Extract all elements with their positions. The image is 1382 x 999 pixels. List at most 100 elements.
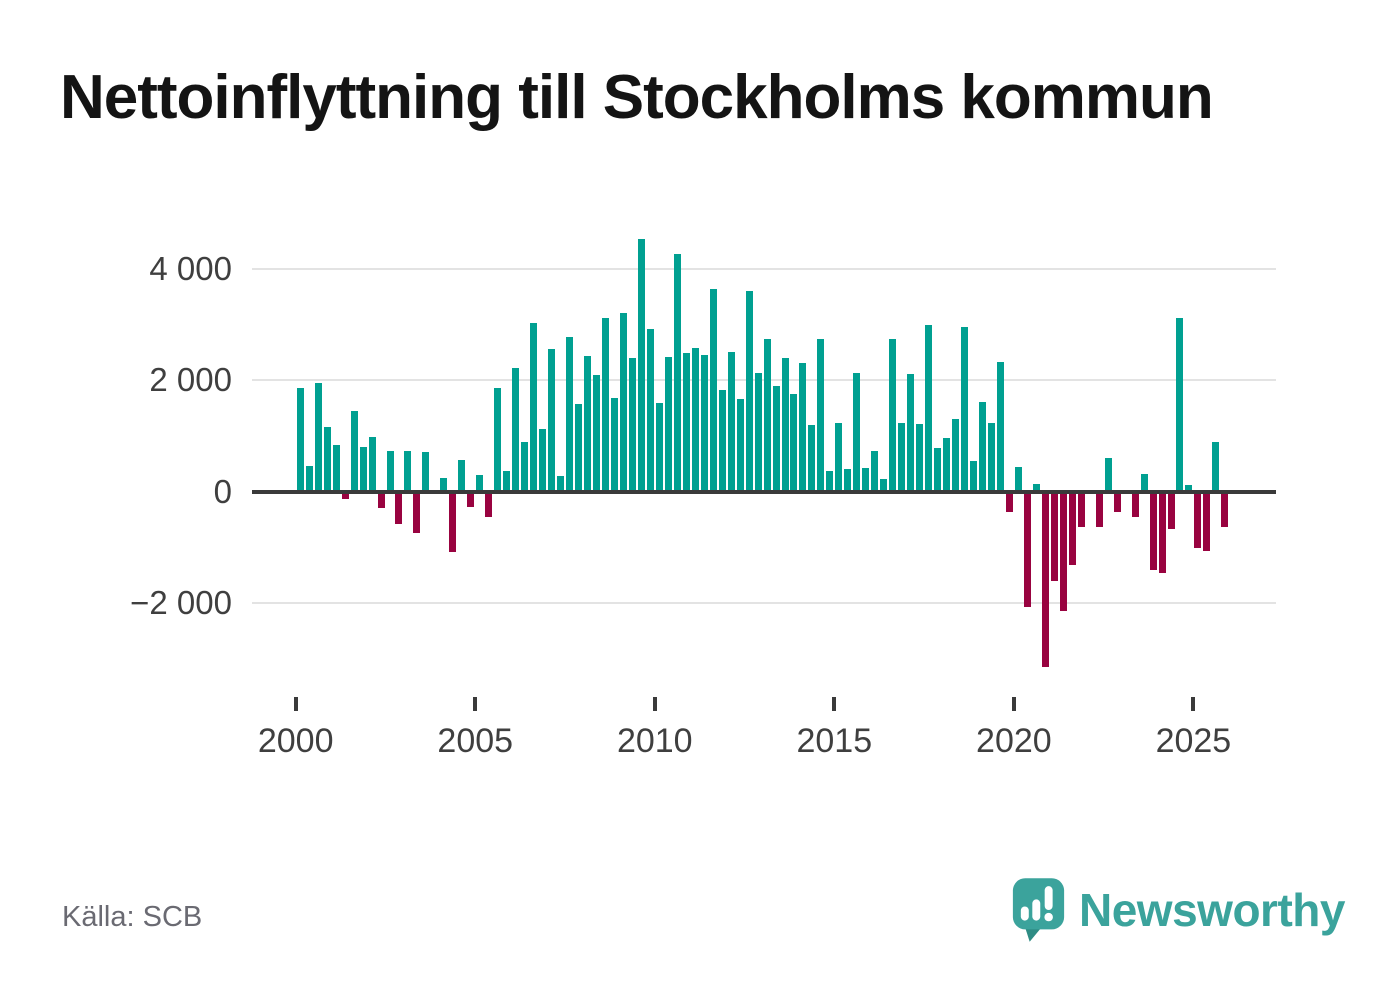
bar-2008-Q2 xyxy=(592,375,600,492)
bar-2001-Q4 xyxy=(359,446,367,492)
bar-2022-Q4 xyxy=(1113,491,1121,513)
bar-2017-Q3 xyxy=(925,324,933,492)
gridline-4000 xyxy=(252,267,1276,270)
bar-2009-Q4 xyxy=(646,329,654,492)
bar-2012-Q3 xyxy=(745,290,753,492)
bar-2013-Q2 xyxy=(772,385,780,492)
bar-2016-Q4 xyxy=(898,422,906,492)
bar-2004-Q2 xyxy=(449,491,457,553)
bar-2006-Q2 xyxy=(521,441,529,492)
bar-2009-Q2 xyxy=(628,358,636,492)
bar-2023-Q2 xyxy=(1131,491,1139,518)
bar-2005-Q2 xyxy=(485,491,493,517)
bar-2004-Q1 xyxy=(440,478,448,492)
bar-2003-Q2 xyxy=(413,491,421,533)
gridline--2000 xyxy=(252,602,1276,604)
bar-2016-Q1 xyxy=(871,451,879,492)
bar-2005-Q4 xyxy=(503,471,511,492)
bar-2000-Q3 xyxy=(314,382,322,492)
bar-2019-Q1 xyxy=(979,401,986,492)
x-tick-2010 xyxy=(652,697,657,711)
bar-2018-Q2 xyxy=(952,419,959,492)
x-tick-label-2020: 2020 xyxy=(976,722,1052,760)
bar-2004-Q4 xyxy=(467,491,475,508)
bar-2015-Q4 xyxy=(862,467,870,492)
bar-2007-Q2 xyxy=(557,475,564,492)
bar-2000-Q4 xyxy=(323,427,331,492)
x-tick-label-2000: 2000 xyxy=(257,722,334,760)
x-tick-label-2025: 2025 xyxy=(1155,722,1232,760)
x-tick-label-2015: 2015 xyxy=(796,722,873,760)
bar-2004-Q3 xyxy=(458,460,466,492)
newsworthy-wordmark: Newsworthy xyxy=(1079,884,1345,936)
bar-2014-Q2 xyxy=(808,424,816,492)
bar-2020-Q4 xyxy=(1041,491,1049,668)
bar-2021-Q4 xyxy=(1077,491,1085,527)
bar-2021-Q3 xyxy=(1068,491,1076,566)
bar-2013-Q3 xyxy=(781,358,789,492)
bar-2025-Q4 xyxy=(1221,491,1229,528)
bar-2002-Q3 xyxy=(386,451,394,492)
bar-2016-Q3 xyxy=(889,338,897,492)
y-tick-label--2000: −2 000 xyxy=(130,584,232,621)
bar-2025-Q1 xyxy=(1194,491,1202,549)
bar-2007-Q4 xyxy=(575,404,582,492)
bar-2002-Q2 xyxy=(377,491,385,508)
bar-2023-Q4 xyxy=(1149,491,1157,570)
bar-2012-Q1 xyxy=(727,352,735,492)
bar-2015-Q3 xyxy=(853,373,861,492)
bar-2025-Q3 xyxy=(1212,441,1220,492)
bar-2022-Q3 xyxy=(1104,458,1112,492)
zero-axis-line xyxy=(252,489,1276,494)
bar-2017-Q2 xyxy=(916,424,924,492)
bar-2022-Q2 xyxy=(1095,491,1103,527)
bar-2009-Q3 xyxy=(637,239,645,492)
bar-2024-Q4 xyxy=(1185,484,1193,492)
bar-2017-Q1 xyxy=(907,374,915,492)
bar-2011-Q2 xyxy=(700,354,708,492)
bar-2018-Q3 xyxy=(961,326,968,492)
x-tick-label-2010: 2010 xyxy=(616,722,693,760)
bar-2024-Q3 xyxy=(1176,317,1184,492)
y-tick-label-4000: 4 000 xyxy=(149,249,232,287)
bar-2015-Q2 xyxy=(844,468,852,492)
bar-2008-Q1 xyxy=(584,356,591,492)
bar-2002-Q4 xyxy=(395,491,403,524)
bar-2007-Q3 xyxy=(566,336,573,492)
bar-2008-Q4 xyxy=(610,398,618,492)
x-tick-2015 xyxy=(832,697,837,711)
x-tick-2020 xyxy=(1011,697,1016,711)
bar-2002-Q1 xyxy=(368,436,376,492)
bar-2001-Q2 xyxy=(341,491,349,500)
bar-2019-Q3 xyxy=(996,361,1004,492)
bar-2000-Q1 xyxy=(296,388,304,492)
source-note: Källa: SCB xyxy=(62,901,203,933)
x-tick-2005 xyxy=(473,697,478,711)
bar-2019-Q2 xyxy=(987,422,995,492)
bar-2021-Q2 xyxy=(1059,491,1067,611)
bar-2003-Q1 xyxy=(404,451,412,492)
bar-2005-Q3 xyxy=(494,388,502,492)
bar-2018-Q1 xyxy=(943,438,950,492)
bar-2017-Q4 xyxy=(934,448,942,492)
bar-2015-Q1 xyxy=(835,423,843,492)
bar-2010-Q2 xyxy=(664,356,672,492)
bar-2010-Q4 xyxy=(682,353,690,492)
bar-2013-Q1 xyxy=(763,339,771,492)
bar-2009-Q1 xyxy=(619,313,627,492)
bar-2011-Q3 xyxy=(709,289,717,492)
x-tick-label-2005: 2005 xyxy=(437,722,514,760)
bar-2025-Q2 xyxy=(1203,491,1211,551)
newsworthy-logo: Newsworthy xyxy=(1012,875,1345,945)
bar-2001-Q1 xyxy=(332,444,340,492)
bar-2010-Q3 xyxy=(673,254,681,492)
chart-title: Nettoinflyttning till Stockholms kommun xyxy=(60,63,1214,132)
bar-2011-Q4 xyxy=(718,390,726,492)
bar-2012-Q4 xyxy=(754,373,762,492)
bar-2003-Q3 xyxy=(422,451,430,492)
bar-2014-Q3 xyxy=(817,339,825,492)
bar-2012-Q2 xyxy=(736,398,744,492)
bar-2019-Q4 xyxy=(1005,491,1013,512)
